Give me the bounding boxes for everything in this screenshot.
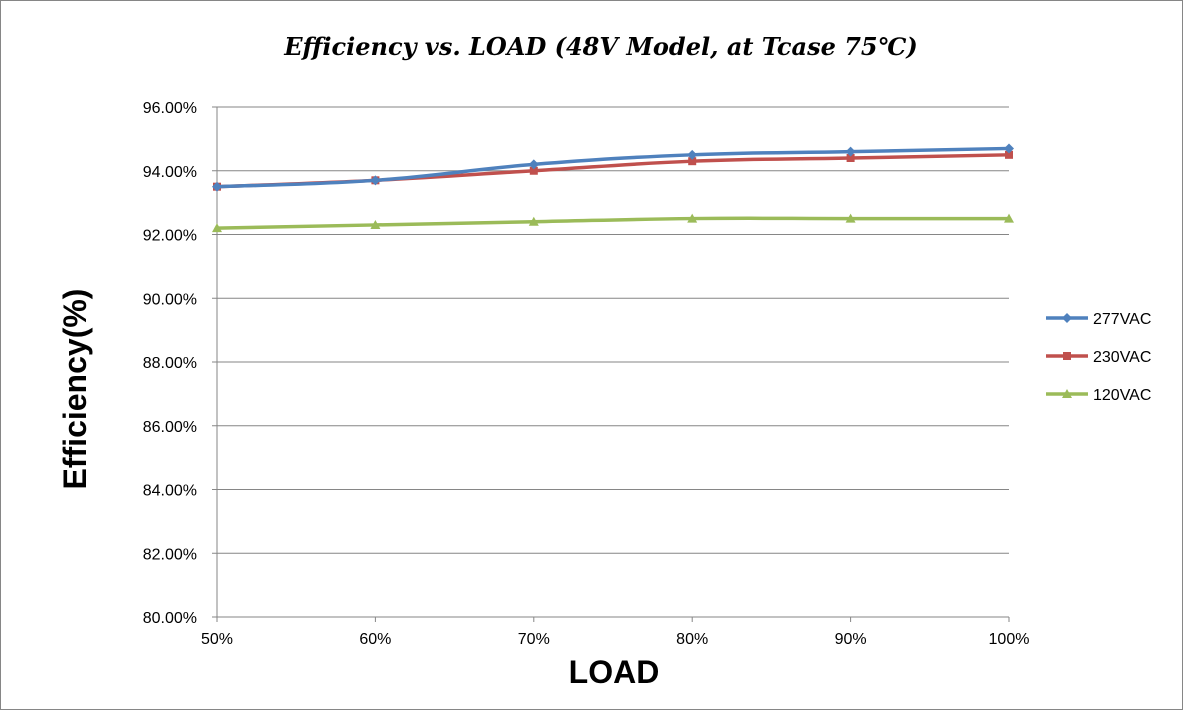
y-tick-label: 82.00%	[143, 546, 197, 563]
y-axis-title: Efficiency(%)	[57, 289, 93, 490]
data-point	[528, 216, 539, 226]
axes	[212, 106, 1010, 622]
x-axis-title: LOAD	[569, 654, 660, 690]
legend-label: 230VAC	[1093, 349, 1151, 366]
data-point	[688, 157, 697, 166]
data-point	[687, 149, 698, 160]
data-point	[687, 213, 698, 223]
y-tick-label: 86.00%	[143, 419, 197, 436]
chart-title: Efficiency vs. LOAD (48V Model, at Tcase…	[283, 32, 917, 61]
gridlines	[217, 106, 1009, 554]
y-tick-label: 90.00%	[143, 291, 197, 308]
data-point	[846, 154, 855, 162]
y-tick-label: 84.00%	[143, 483, 197, 500]
legend-label: 277VAC	[1093, 311, 1151, 328]
data-point	[370, 219, 381, 229]
data-point	[845, 146, 856, 157]
y-tick-label: 94.00%	[143, 164, 197, 181]
x-tick-label: 90%	[835, 631, 867, 648]
data-point	[528, 159, 539, 170]
legend-marker	[1062, 389, 1072, 398]
legend-marker	[1063, 352, 1071, 360]
data-point	[212, 223, 222, 233]
y-tick-labels: 80.00% 82.00% 84.00% 86.00% 88.00% 90.00% 92.0…	[143, 100, 197, 627]
series-line	[216, 216, 1009, 230]
x-tick-label: 60%	[359, 631, 391, 648]
legend: 277VAC 230VAC 120VAC	[1046, 311, 1151, 404]
x-tick-label: 70%	[518, 631, 550, 648]
data-point	[212, 181, 222, 192]
plot-series	[212, 143, 1014, 233]
data-point	[1004, 143, 1014, 154]
series-line	[216, 146, 1010, 189]
legend-marker	[1062, 313, 1072, 323]
y-tick-label: 96.00%	[143, 100, 197, 117]
data-point	[1005, 150, 1013, 159]
data-point	[845, 213, 856, 223]
x-tick-label: 100%	[989, 631, 1030, 648]
data-point	[370, 175, 381, 186]
legend-item: 230VAC	[1046, 349, 1151, 366]
series-120vac	[212, 213, 1014, 233]
y-tick-label: 88.00%	[143, 355, 197, 372]
data-point	[1004, 213, 1014, 223]
x-tick-label: 80%	[676, 631, 708, 648]
x-tick-label: 50%	[201, 631, 233, 648]
y-tick-label: 92.00%	[143, 228, 197, 245]
legend-item: 120VAC	[1046, 387, 1151, 404]
x-tick-labels: 50% 60% 70% 80% 90% 100%	[201, 631, 1029, 648]
legend-item: 277VAC	[1046, 311, 1151, 328]
series-277vac	[212, 143, 1014, 192]
legend-label: 120VAC	[1093, 387, 1151, 404]
data-point	[529, 166, 538, 175]
y-tick-label: 80.00%	[143, 610, 197, 627]
